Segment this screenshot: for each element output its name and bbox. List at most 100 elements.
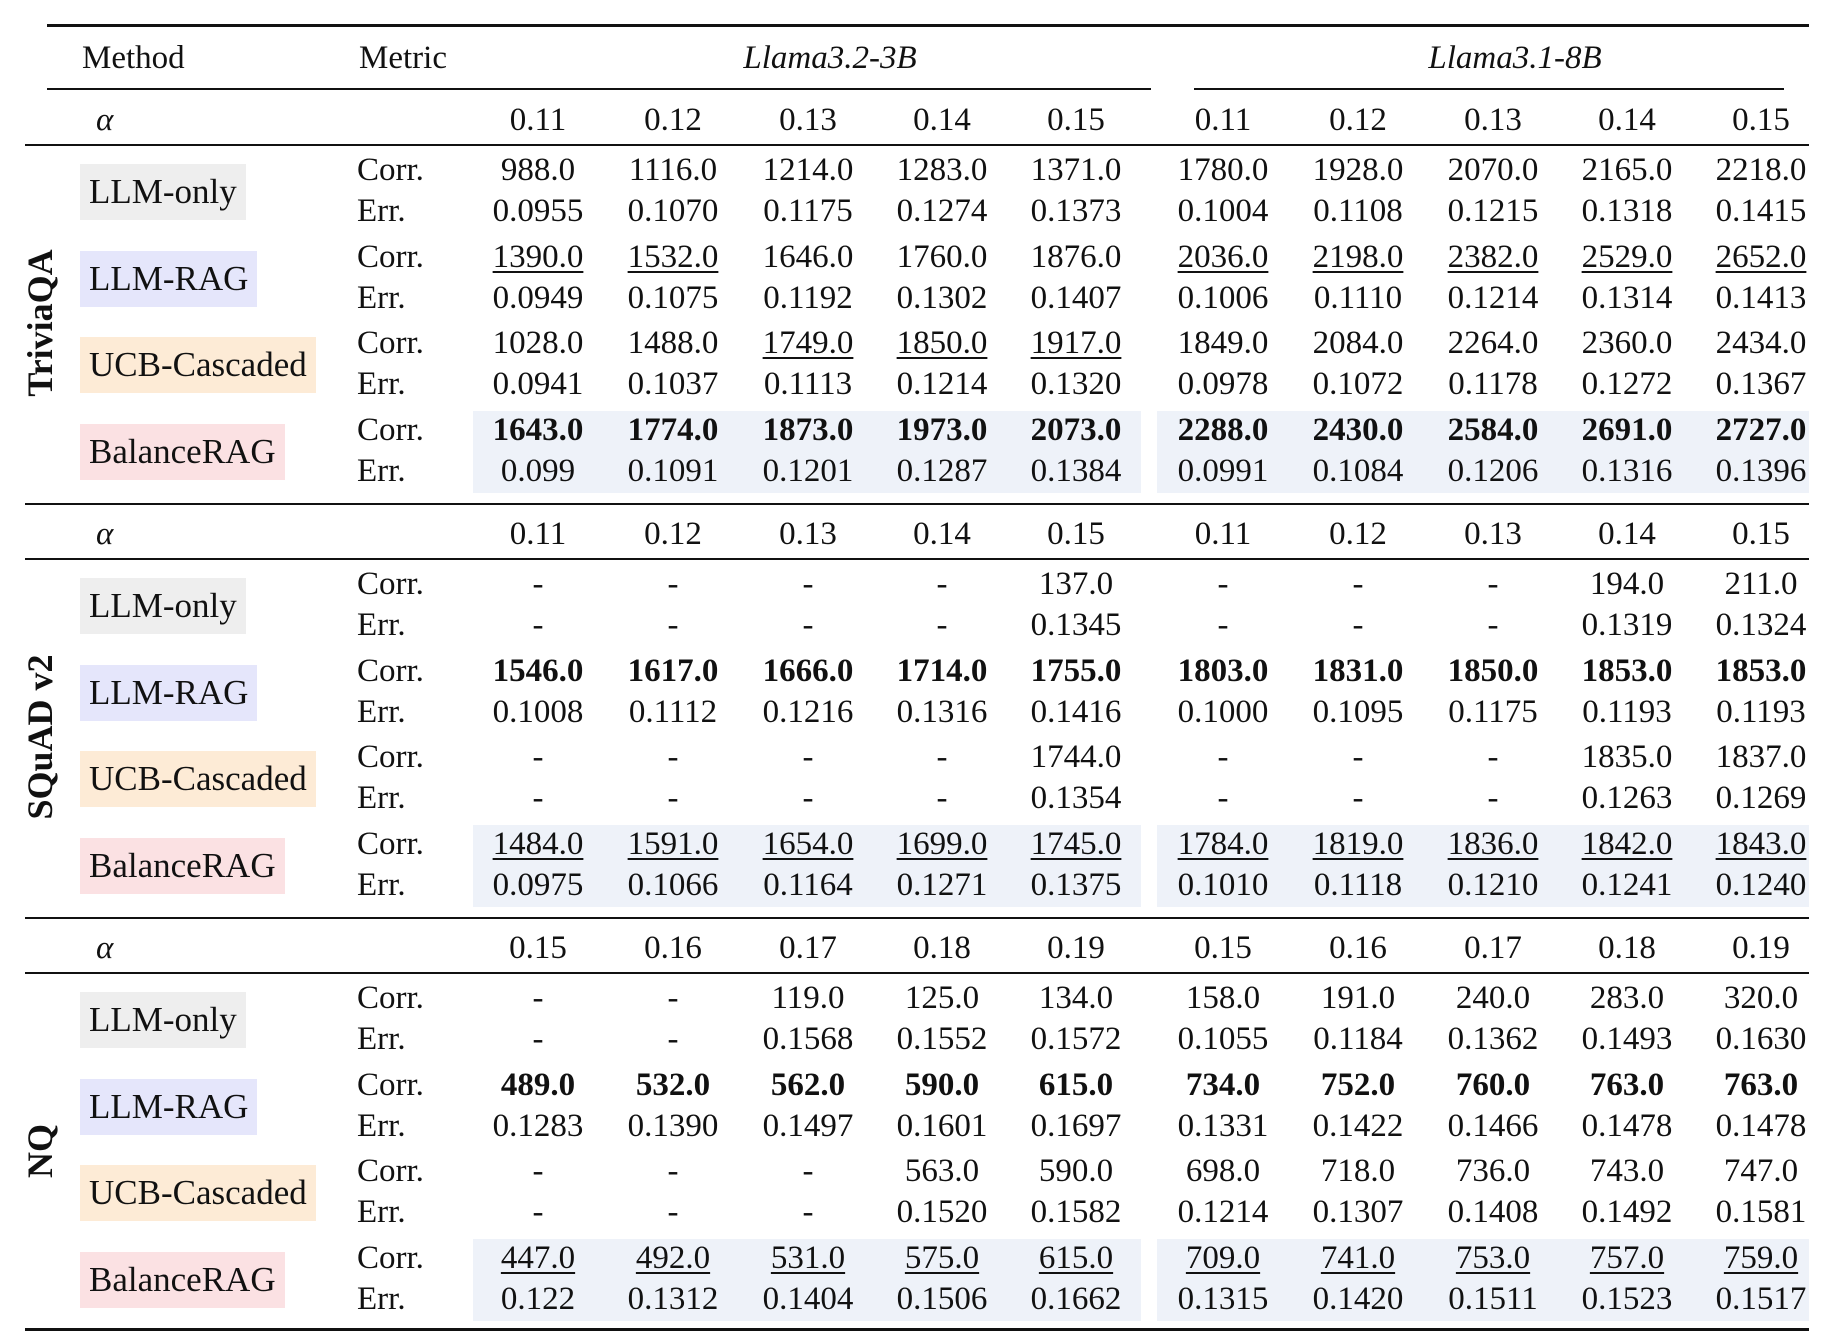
err-value: 0.1066	[627, 866, 719, 903]
alpha-value: 0.11	[509, 516, 567, 552]
err-value: 0.1375	[1030, 866, 1122, 903]
alpha-value: 0.17	[1464, 930, 1522, 966]
method-label-llm-rag: LLM-RAG	[80, 1078, 258, 1135]
err-value: 0.1055	[1177, 1021, 1269, 1057]
top-rule	[47, 24, 1809, 27]
err-value: 0.0941	[492, 366, 584, 402]
err-value: -	[532, 607, 544, 643]
metric-label-err: Err.	[357, 366, 406, 402]
corr-value: 563.0	[904, 1153, 980, 1189]
err-value: 0.0949	[492, 279, 584, 316]
metric-label-corr: Corr.	[357, 566, 424, 602]
err-value: 0.1008	[492, 693, 584, 730]
corr-value: 240.0	[1455, 980, 1531, 1016]
corr-value: 1853.0	[1581, 652, 1673, 689]
err-value: 0.1497	[762, 1107, 854, 1144]
alpha-value: 0.18	[913, 930, 971, 966]
corr-value: 1744.0	[1030, 739, 1122, 775]
corr-value: 1836.0	[1447, 825, 1539, 862]
err-value: 0.1000	[1177, 693, 1269, 730]
err-value: 0.1193	[1582, 693, 1672, 730]
metric-label-corr: Corr.	[357, 1153, 424, 1189]
err-value: 0.1302	[896, 279, 988, 316]
err-value: 0.1175	[763, 193, 853, 229]
err-value: 0.1362	[1447, 1021, 1539, 1057]
err-value: -	[667, 1194, 679, 1230]
corr-value: 718.0	[1320, 1153, 1396, 1189]
alpha-value: 0.13	[779, 102, 837, 138]
err-value: 0.1319	[1581, 607, 1673, 643]
corr-value: 1745.0	[1030, 825, 1122, 862]
err-value: 0.1274	[896, 193, 988, 229]
err-value: 0.1193	[1716, 693, 1806, 730]
corr-value: 1654.0	[762, 825, 854, 862]
err-value: 0.1110	[1313, 279, 1403, 316]
err-value: 0.1210	[1447, 866, 1539, 903]
err-value: -	[532, 1021, 544, 1057]
err-value: 0.1240	[1715, 866, 1807, 903]
err-value: 0.1404	[762, 1280, 854, 1317]
metric-label-err: Err.	[357, 193, 406, 229]
corr-value: -	[667, 1153, 679, 1189]
corr-value: -	[1487, 566, 1499, 602]
method-label-balancerag: BalanceRAG	[80, 1251, 285, 1308]
corr-value: 2584.0	[1447, 411, 1539, 448]
err-value: 0.1581	[1715, 1194, 1807, 1230]
corr-value: -	[1217, 566, 1229, 602]
corr-value: 1591.0	[627, 825, 719, 862]
alpha-value: 0.19	[1732, 930, 1790, 966]
corr-value: 2382.0	[1447, 238, 1539, 275]
err-value: 0.1630	[1715, 1021, 1807, 1057]
corr-value: 447.0	[500, 1239, 576, 1276]
err-value: 0.1517	[1715, 1280, 1807, 1317]
err-value: 0.1214	[896, 366, 988, 402]
corr-value: 137.0	[1038, 566, 1114, 602]
corr-value: -	[532, 739, 544, 775]
metric-label-err: Err.	[357, 693, 406, 730]
corr-value: 1283.0	[896, 152, 988, 188]
err-value: 0.1004	[1177, 193, 1269, 229]
err-value: 0.1315	[1177, 1280, 1269, 1317]
corr-value: 2430.0	[1312, 411, 1404, 448]
metric-label-corr: Corr.	[357, 1066, 424, 1103]
corr-value: -	[802, 566, 814, 602]
corr-value: 590.0	[1038, 1153, 1114, 1189]
corr-value: 590.0	[904, 1066, 980, 1103]
metric-label-corr: Corr.	[357, 411, 424, 448]
err-value: 0.1178	[1448, 366, 1538, 402]
corr-value: 2165.0	[1581, 152, 1673, 188]
corr-value: 736.0	[1455, 1153, 1531, 1189]
corr-value: 1643.0	[492, 411, 584, 448]
corr-value: -	[532, 1153, 544, 1189]
err-value: 0.1283	[492, 1107, 584, 1144]
metric-label-err: Err.	[357, 452, 406, 489]
metric-label-err: Err.	[357, 1021, 406, 1057]
section-rule-top	[25, 503, 1809, 505]
err-value: 0.1552	[896, 1021, 988, 1057]
corr-value: 1760.0	[896, 238, 988, 275]
err-value: -	[667, 607, 679, 643]
err-value: -	[667, 780, 679, 816]
alpha-value: 0.12	[1329, 516, 1387, 552]
err-value: 0.122	[500, 1280, 576, 1317]
alpha-value: 0.17	[779, 930, 837, 966]
corr-value: 2360.0	[1581, 325, 1673, 361]
corr-value: 1928.0	[1312, 152, 1404, 188]
err-value: 0.1373	[1030, 193, 1122, 229]
corr-value: 752.0	[1320, 1066, 1396, 1103]
err-value: 0.1384	[1030, 452, 1122, 489]
err-value: 0.1413	[1715, 279, 1807, 316]
err-value: 0.1523	[1581, 1280, 1673, 1317]
err-value: 0.1214	[1177, 1194, 1269, 1230]
alpha-value: 0.13	[779, 516, 837, 552]
err-value: 0.1271	[896, 866, 988, 903]
corr-value: 1819.0	[1312, 825, 1404, 862]
metric-header: Metric	[359, 40, 447, 76]
metric-label-err: Err.	[357, 607, 406, 643]
corr-value: 1784.0	[1177, 825, 1269, 862]
corr-value: 2218.0	[1715, 152, 1807, 188]
alpha-value: 0.12	[644, 102, 702, 138]
err-value: 0.1420	[1312, 1280, 1404, 1317]
dataset-label: SQuAD v2	[20, 654, 60, 820]
metric-label-corr: Corr.	[357, 152, 424, 188]
